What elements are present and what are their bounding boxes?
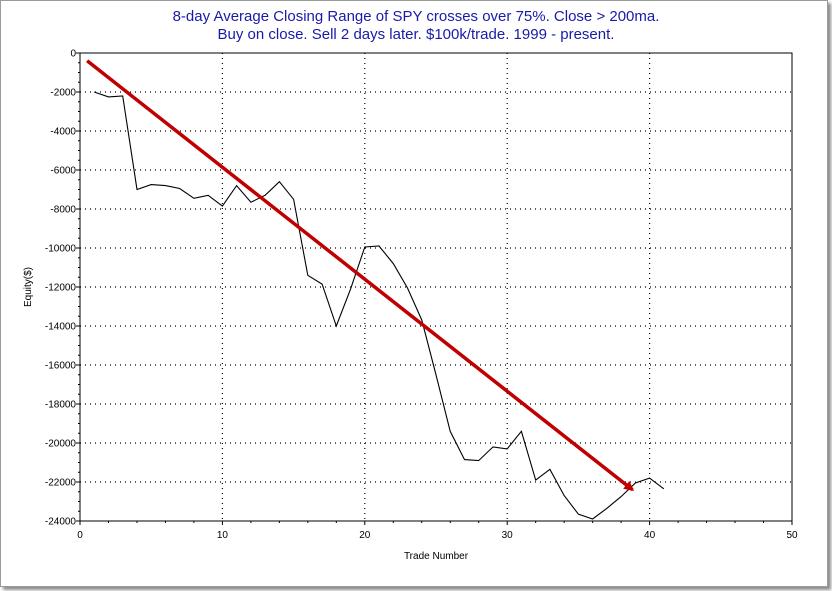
y-tick-label: -14000 xyxy=(45,322,77,333)
equity-line xyxy=(94,91,665,520)
x-tick-label: 20 xyxy=(359,530,371,541)
axes: 0 -2000 -4000 -6000 -8000 -10000 -12000 -14000 -… xyxy=(45,49,798,542)
y-tick-label: -22000 xyxy=(45,478,77,489)
y-tick-label: -16000 xyxy=(45,361,77,372)
y-tick-label: -20000 xyxy=(45,439,77,450)
chart-subtitle: Buy on close. Sell 2 days later. $100k/t… xyxy=(217,26,615,43)
y-axis-label: Equity($) xyxy=(23,267,34,307)
trend-arrow xyxy=(86,59,635,492)
y-tick-label: -8000 xyxy=(50,205,76,216)
y-tick-label: -2000 xyxy=(50,88,76,99)
y-tick-label: -12000 xyxy=(45,283,77,294)
y-tick-label: -6000 xyxy=(50,166,76,177)
x-tick-label: 50 xyxy=(786,530,798,541)
x-tick-label: 40 xyxy=(644,530,656,541)
y-tick-label: -4000 xyxy=(50,127,76,138)
y-tick-label: -24000 xyxy=(45,517,77,528)
grid-lines xyxy=(80,53,792,521)
y-tick-label: -10000 xyxy=(45,244,77,255)
y-tick-label: 0 xyxy=(70,49,76,60)
chart-title: 8-day Average Closing Range of SPY cross… xyxy=(172,8,660,25)
y-tick-label: -18000 xyxy=(45,400,77,411)
x-tick-label: 0 xyxy=(77,530,83,541)
x-axis-label: Trade Number xyxy=(404,551,469,562)
series-layer xyxy=(94,91,665,520)
x-tick-label: 30 xyxy=(502,530,514,541)
x-tick-label: 10 xyxy=(217,530,229,541)
annotation-layer xyxy=(86,59,635,492)
